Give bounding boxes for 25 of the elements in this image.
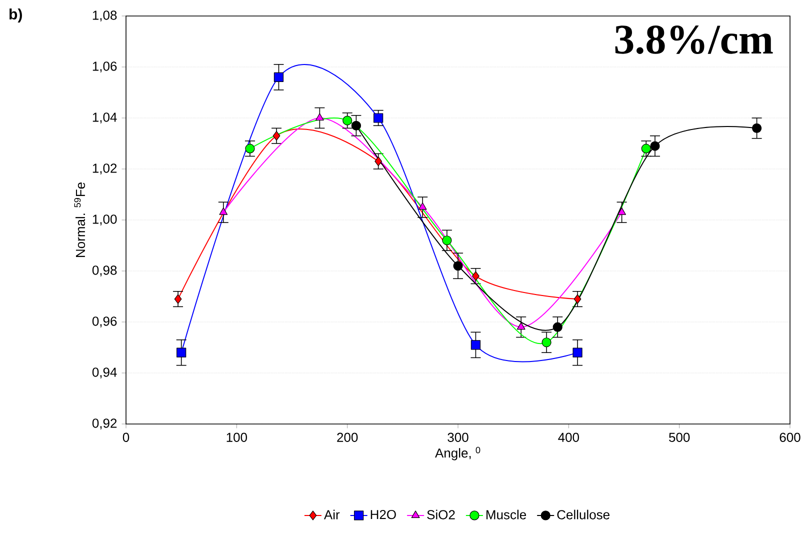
text: b)	[10, 8, 22, 22]
x-tick-label: 400	[558, 432, 580, 442]
legend-label: SiO2	[427, 510, 455, 520]
x-tick-label: 600	[780, 432, 800, 442]
x-tick-label: 500	[669, 432, 690, 442]
y-tick-label: 1,06	[92, 62, 117, 72]
y-axis-title: Normal. $^{59}$Fe	[74, 182, 86, 257]
y-tick-label: 1,00	[92, 214, 117, 226]
x-tick-label: 200	[337, 432, 358, 442]
y-tick-label: 1,08	[92, 10, 117, 22]
y-tick-label: 1,02	[92, 164, 117, 174]
legend-label: Air	[324, 510, 340, 520]
legend-label: Cellulose	[557, 510, 610, 520]
legend-label: H2O	[370, 510, 396, 520]
x-axis-title: Angle, $^{0}$	[435, 446, 480, 460]
y-tick-label: 0,94	[92, 368, 117, 378]
y-tick-label: 0,92	[92, 418, 117, 430]
x-tick-label: 300	[448, 432, 468, 442]
x-tick-label: 100	[226, 432, 248, 442]
y-tick-label: 0,96	[92, 316, 117, 328]
legend-label: Muscle	[486, 510, 526, 520]
x-tick-label: 0	[122, 432, 130, 442]
annotation: 3.8%/cm	[615, 26, 773, 54]
y-tick-label: 0,98	[92, 266, 117, 276]
y-tick-label: 1,04	[92, 112, 117, 124]
